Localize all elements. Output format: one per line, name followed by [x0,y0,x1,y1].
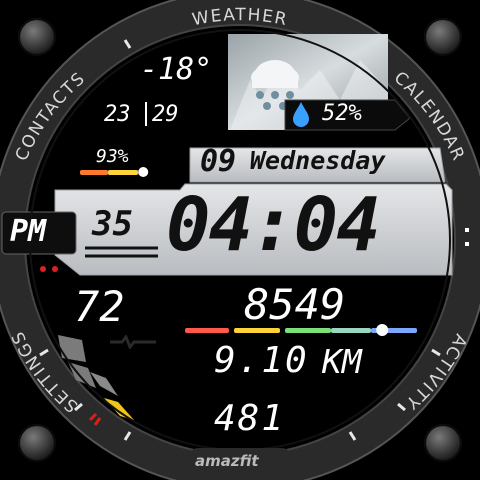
steps-progress-bar [185,324,417,336]
humidity-value: 52% [322,101,362,126]
top-left-screw [18,18,56,56]
weather-high-temp: 29 [152,102,179,127]
water-drop-icon [291,100,311,128]
time-hours-minutes[interactable]: 04:04 [166,182,381,268]
brand-tab [190,448,290,474]
ring-label-weather[interactable]: WEATHER [191,5,290,30]
distance-unit: KM [322,342,362,381]
steps-value[interactable]: 8549 [244,280,346,329]
heart-rate-icon [110,334,156,350]
seconds-dots [465,228,470,250]
weather-temperature[interactable]: -18° [140,52,213,87]
amazfit-logo: amazfit [195,452,259,470]
battery-bar [80,167,149,177]
temp-divider [145,102,147,126]
bottom-left-screw [18,424,56,462]
calories-value[interactable]: 481 [214,398,286,439]
bottom-right-screw [424,424,462,462]
ampm-indicator: PM [10,214,47,249]
snow-cloud-icon [251,60,299,110]
date-weekday[interactable]: Wednesday [250,146,386,175]
distance-value[interactable]: 9.10 [214,340,309,381]
battery-percent: 93% [96,146,129,167]
heart-rate-value[interactable]: 72 [74,282,125,331]
date-panel [189,147,446,183]
ampm-tab [1,211,77,255]
weather-low-temp: 23 [104,102,131,127]
date-day[interactable]: 09 [200,144,237,179]
time-seconds: 35 [92,204,133,244]
top-right-screw [424,18,462,56]
time-panel [54,183,453,276]
